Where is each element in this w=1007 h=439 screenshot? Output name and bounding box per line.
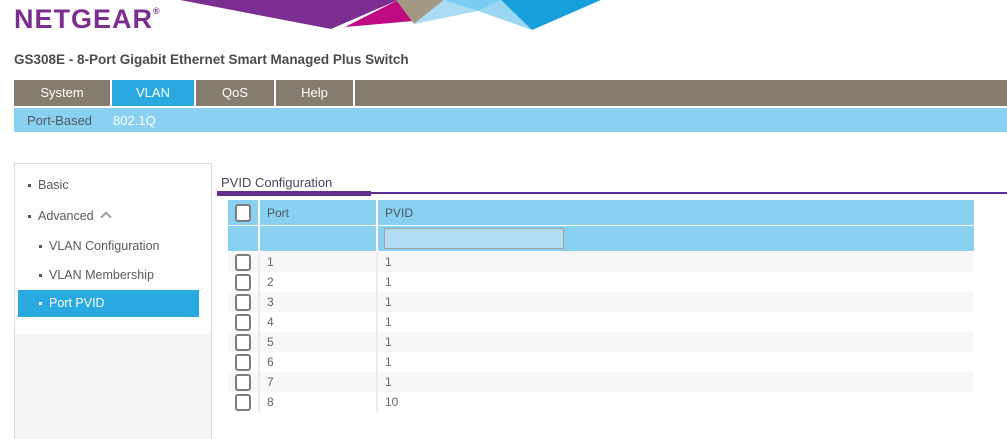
port-cell: 7	[260, 372, 378, 392]
row-checkbox[interactable]	[235, 293, 251, 311]
heading-rule	[371, 192, 1007, 194]
sidebar-item-vlan-membership[interactable]: VLAN Membership	[15, 267, 235, 283]
bullet-icon	[39, 245, 42, 248]
bullet-icon	[28, 184, 31, 187]
table-row: 5 1	[228, 332, 974, 352]
tab-qos[interactable]: QoS	[196, 80, 276, 106]
sidebar-item-label: Port PVID	[49, 296, 105, 310]
table-row: 4 1	[228, 312, 974, 332]
registered-mark: ®	[153, 6, 161, 16]
table-edit-row	[228, 226, 974, 251]
port-cell: 5	[260, 332, 378, 352]
tab-system[interactable]: System	[14, 80, 112, 106]
table-row: 1 1	[228, 252, 974, 272]
table-row: 3 1	[228, 292, 974, 312]
pvid-cell: 1	[385, 355, 392, 369]
main-nav: System VLAN QoS Help	[14, 80, 1007, 106]
port-cell: 3	[260, 292, 378, 312]
port-cell: 1	[260, 252, 378, 272]
pvid-cell: 1	[385, 255, 392, 269]
page-title: GS308E - 8-Port Gigabit Ethernet Smart M…	[14, 52, 409, 67]
tab-help[interactable]: Help	[276, 80, 355, 106]
chevron-up-icon	[99, 211, 112, 223]
pvid-cell: 1	[385, 315, 392, 329]
banner-graphic	[180, 0, 601, 30]
port-cell: 2	[260, 272, 378, 292]
table-row: 7 1	[228, 372, 974, 392]
sidebar-item-basic[interactable]: Basic	[15, 177, 224, 193]
sidebar-item-label: Basic	[38, 178, 69, 192]
sidebar-item-advanced[interactable]: Advanced	[15, 208, 224, 224]
row-checkbox[interactable]	[235, 333, 251, 351]
port-cell: 6	[260, 352, 378, 372]
table-row: 2 1	[228, 272, 974, 292]
sidebar-item-port-pvid[interactable]: Port PVID	[18, 290, 199, 317]
column-header-port[interactable]: Port	[260, 200, 378, 225]
sidebar-item-label: VLAN Membership	[49, 268, 154, 282]
subnav-port-based[interactable]: Port-Based	[27, 112, 93, 128]
pvid-cell: 1	[385, 375, 392, 389]
row-checkbox[interactable]	[235, 273, 251, 291]
bullet-icon	[39, 274, 42, 277]
sidebar: Basic Advanced VLAN Configuration VLAN M…	[14, 163, 212, 439]
subnav-8021q[interactable]: 802.1Q	[113, 112, 156, 128]
row-checkbox[interactable]	[235, 353, 251, 371]
bullet-icon	[39, 302, 42, 305]
table-row: 6 1	[228, 352, 974, 372]
bullet-icon	[28, 215, 31, 218]
port-cell: 4	[260, 312, 378, 332]
row-checkbox[interactable]	[235, 253, 251, 271]
row-checkbox[interactable]	[235, 373, 251, 391]
table-header-row: Port PVID	[228, 200, 974, 225]
sidebar-item-label: VLAN Configuration	[49, 239, 160, 253]
pvid-cell: 1	[385, 335, 392, 349]
row-checkbox[interactable]	[235, 393, 251, 411]
row-checkbox[interactable]	[235, 313, 251, 331]
select-all-checkbox[interactable]	[235, 203, 251, 222]
column-header-pvid[interactable]: PVID	[385, 205, 414, 220]
section-heading: PVID Configuration	[221, 175, 333, 190]
pvid-cell: 1	[385, 295, 392, 309]
pvid-cell: 1	[385, 275, 392, 289]
pvid-cell: 10	[385, 395, 399, 409]
pvid-table: Port PVID 1 1 2 1 3 1 4 1	[228, 200, 974, 412]
tab-vlan[interactable]: VLAN	[112, 80, 196, 106]
netgear-logo: NETGEAR®	[14, 6, 161, 33]
sidebar-item-label: Advanced	[38, 209, 94, 223]
table-row: 8 10	[228, 392, 974, 412]
port-cell: 8	[260, 392, 378, 412]
logo-text: NETGEAR	[14, 4, 154, 34]
heading-underline	[217, 191, 371, 196]
pvid-input[interactable]	[384, 228, 564, 249]
vlan-subnav: Port-Based 802.1Q	[14, 108, 1007, 132]
sidebar-item-vlan-configuration[interactable]: VLAN Configuration	[15, 238, 235, 254]
